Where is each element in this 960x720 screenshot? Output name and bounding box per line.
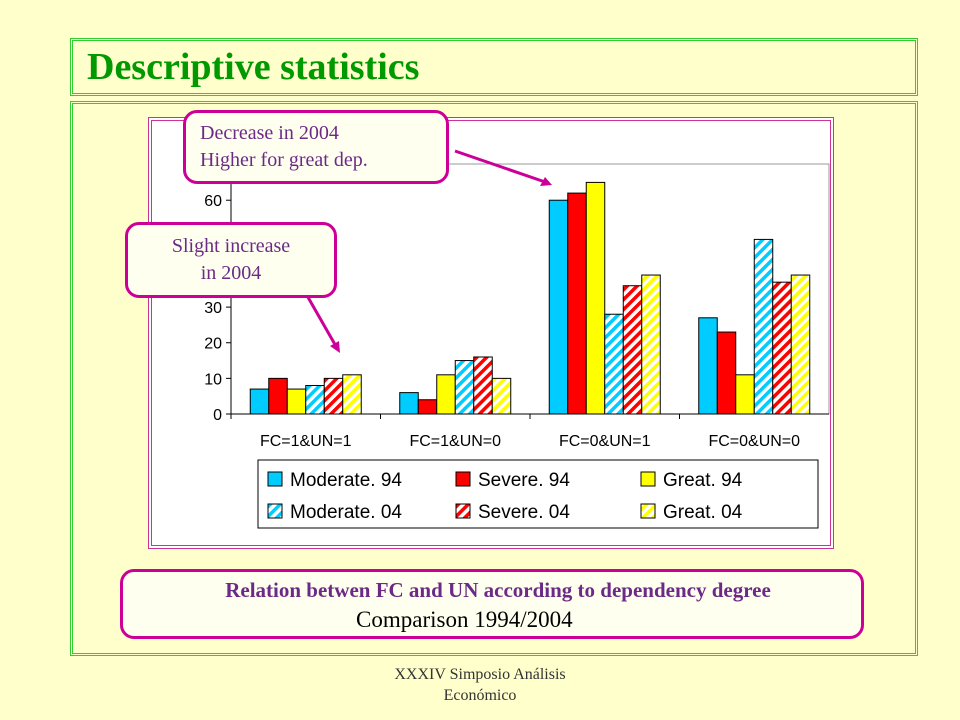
caption-line-1: Relation betwen FC and UN according to d… bbox=[225, 578, 771, 602]
bar-3-2 bbox=[735, 374, 755, 415]
legend-box bbox=[257, 459, 819, 529]
legend-label: Moderate. 04 bbox=[290, 502, 402, 523]
legend-swatch bbox=[267, 471, 283, 487]
x-tick-label: FC=0&UN=0 bbox=[708, 433, 800, 450]
bar-3-3 bbox=[753, 238, 774, 415]
bar-0-2 bbox=[286, 388, 307, 415]
x-tick-label: FC=0&UN=1 bbox=[559, 433, 651, 450]
bar-1-5 bbox=[491, 377, 512, 415]
x-tick-label: FC=1&UN=1 bbox=[260, 433, 352, 450]
y-tick-label: 60 bbox=[204, 193, 222, 210]
y-tick-label: 20 bbox=[204, 336, 222, 353]
bar-2-5 bbox=[641, 274, 661, 415]
legend-label: Severe. 94 bbox=[478, 470, 570, 491]
legend-label: Moderate. 94 bbox=[290, 470, 402, 491]
legend-label: Great. 94 bbox=[663, 470, 743, 491]
x-tick-label: FC=1&UN=0 bbox=[409, 433, 501, 450]
bar-0-1 bbox=[268, 377, 288, 415]
caption-line-2: Comparison 1994/2004 bbox=[356, 607, 573, 632]
footer-line-2: Económico bbox=[443, 687, 517, 704]
callout-arrow-1 bbox=[454, 149, 549, 185]
callout-2-line-2: in 2004 bbox=[200, 262, 262, 284]
bar-1-4 bbox=[473, 356, 493, 415]
bar-0-5 bbox=[342, 374, 362, 415]
legend-swatch bbox=[267, 503, 283, 519]
callout-1-line-1: Decrease in 2004 bbox=[200, 122, 339, 144]
bar-3-1 bbox=[716, 331, 737, 415]
y-tick-label: 30 bbox=[204, 300, 222, 317]
footer: XXXIV Simposio Análisis Económico bbox=[0, 664, 960, 706]
legend-swatch bbox=[640, 503, 656, 519]
bar-3-0 bbox=[698, 317, 718, 415]
y-tick-label: 0 bbox=[213, 407, 222, 424]
legend-swatch bbox=[455, 503, 471, 519]
bar-3-4 bbox=[772, 281, 792, 415]
legend-swatch bbox=[455, 471, 471, 487]
bar-0-0 bbox=[249, 388, 270, 415]
callout-arrow-2 bbox=[303, 291, 339, 349]
legend-swatch bbox=[640, 471, 656, 487]
legend-label: Severe. 04 bbox=[478, 502, 570, 523]
callout-increase: Slight increase in 2004 bbox=[125, 222, 337, 298]
title-box: Descriptive statistics bbox=[70, 38, 918, 96]
bar-0-4 bbox=[323, 377, 344, 415]
bar-1-0 bbox=[399, 392, 419, 415]
slide-title: Descriptive statistics bbox=[87, 46, 420, 88]
bar-1-1 bbox=[417, 399, 438, 415]
bar-3-5 bbox=[790, 274, 811, 415]
bar-2-4 bbox=[622, 285, 643, 415]
content-box bbox=[70, 101, 918, 656]
callout-arrow-1-head bbox=[540, 177, 552, 186]
bar-2-0 bbox=[548, 199, 569, 415]
callout-arrow-2-head bbox=[330, 341, 340, 353]
bar-2-2 bbox=[585, 181, 606, 415]
bar-1-2 bbox=[436, 374, 456, 415]
footer-line-1: XXXIV Simposio Análisis bbox=[394, 666, 566, 683]
y-tick-label: 10 bbox=[204, 371, 222, 388]
bar-1-3 bbox=[454, 360, 475, 415]
bar-2-1 bbox=[567, 192, 587, 415]
callout-1-line-2: Higher for great dep. bbox=[200, 149, 368, 171]
bar-2-3 bbox=[604, 313, 624, 415]
legend-label: Great. 04 bbox=[663, 502, 743, 523]
callout-2-line-1: Slight increase bbox=[171, 235, 291, 257]
caption-box: Relation betwen FC and UN according to d… bbox=[120, 569, 864, 639]
callout-decrease: Decrease in 2004 Higher for great dep. bbox=[183, 110, 449, 184]
bar-0-3 bbox=[305, 384, 325, 415]
